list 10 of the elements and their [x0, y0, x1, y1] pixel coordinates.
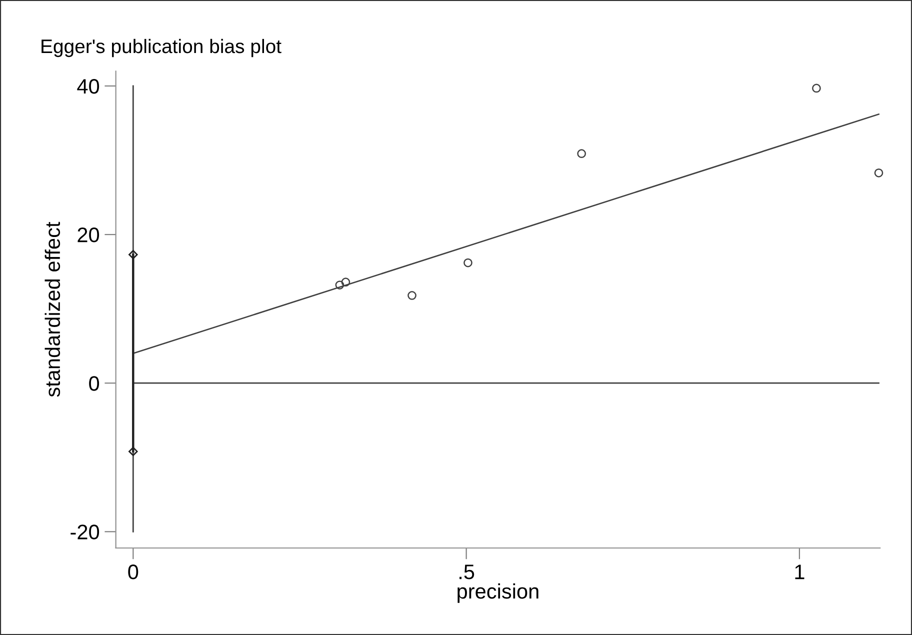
- x-tick-label: 1: [795, 564, 804, 580]
- y-tick-label: 40: [77, 78, 100, 94]
- y-tick-label: 20: [78, 228, 100, 242]
- x-tick-label: 0: [128, 564, 138, 580]
- x-tick-label: .5: [460, 564, 474, 580]
- chart-title: Egger's publication bias plot: [42, 38, 282, 58]
- y-tick-label: -20: [70, 524, 100, 540]
- x-axis-title: precision: [458, 583, 538, 603]
- y-tick-label: 0: [89, 376, 100, 391]
- y-axis-title: standardized effect: [44, 222, 60, 397]
